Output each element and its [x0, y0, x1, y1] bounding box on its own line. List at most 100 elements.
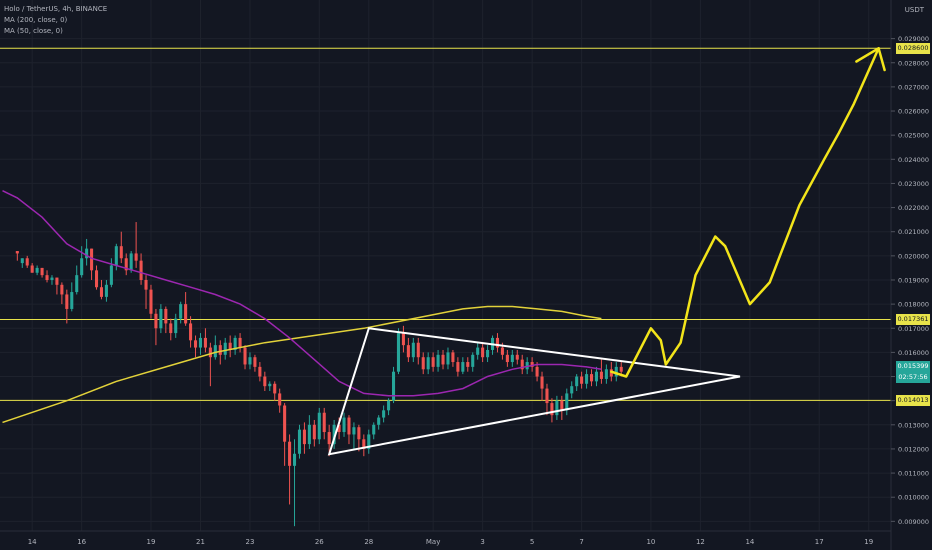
- candle-body: [144, 279, 148, 290]
- candle-body: [268, 383, 272, 387]
- candle-body: [258, 366, 262, 377]
- candle-body: [94, 270, 99, 288]
- candle-body: [174, 318, 178, 334]
- candle-body: [614, 366, 618, 377]
- candle-body: [198, 337, 203, 348]
- candle-body: [114, 246, 118, 266]
- candle-body: [387, 400, 391, 411]
- candle-body: [30, 265, 34, 273]
- price-tick-label: 0.029000: [898, 35, 929, 43]
- last-price-label: 0.015399: [896, 361, 930, 373]
- candle-body: [352, 427, 356, 435]
- price-tick-label: 0.020000: [898, 252, 929, 260]
- currency-label[interactable]: USDT: [904, 6, 924, 14]
- candle-body: [312, 424, 316, 440]
- time-tick-label: 14: [28, 538, 37, 546]
- price-tick-label: 0.018000: [898, 301, 929, 309]
- time-tick-label: May: [426, 538, 440, 546]
- candle-body: [401, 333, 405, 346]
- candle-body: [35, 267, 39, 273]
- candle-body: [599, 371, 603, 379]
- candle-body: [55, 277, 59, 285]
- symbol-title[interactable]: Holo / TetherUS, 4h, BINANCE: [4, 5, 108, 13]
- time-tick-label: 7: [579, 538, 583, 546]
- candle-body: [164, 308, 168, 324]
- candle-body: [15, 251, 19, 254]
- candle-body: [189, 323, 193, 341]
- candle-body: [545, 388, 549, 404]
- candle-body: [471, 354, 475, 367]
- candle-body: [585, 374, 589, 384]
- candle-body: [500, 347, 504, 355]
- candle-body: [382, 410, 386, 418]
- price-tick-label: 0.023000: [898, 180, 929, 188]
- triangle-pattern[interactable]: [327, 327, 741, 456]
- candle-body: [60, 284, 64, 295]
- price-tick-label: 0.024000: [898, 156, 929, 164]
- candle-body: [184, 304, 188, 324]
- candle-body: [243, 347, 247, 365]
- time-tick-label: 19: [147, 538, 156, 546]
- price-tick-label: 0.025000: [898, 132, 929, 140]
- candle-body: [540, 376, 544, 389]
- candle-body: [594, 371, 599, 382]
- candle-body: [70, 292, 74, 309]
- projection-path[interactable]: [610, 47, 880, 378]
- candle-body: [451, 352, 455, 363]
- level-price-label: 0.028600: [896, 42, 930, 54]
- candle-body: [337, 424, 341, 433]
- candle-body: [99, 287, 104, 297]
- candle-body: [495, 337, 500, 348]
- price-tick-label: 0.017000: [898, 325, 929, 333]
- price-tick-label: 0.027000: [898, 83, 929, 91]
- candle-body: [377, 417, 381, 425]
- candle-body: [461, 362, 465, 372]
- candle-body: [441, 354, 445, 365]
- candle-body: [109, 265, 113, 285]
- price-tick-label: 0.016000: [898, 349, 929, 357]
- candle-body: [80, 258, 84, 276]
- candle-body: [535, 366, 539, 377]
- time-axis[interactable]: 14 16 19 21 23 26 28 May 3 5 7 10 12 14 17 19: [28, 538, 873, 546]
- candle-countdown: 02:57:56: [896, 372, 930, 384]
- price-tick-label: 0.022000: [898, 204, 929, 212]
- candle-body: [263, 376, 267, 387]
- candle-body: [317, 412, 321, 440]
- ma50-line[interactable]: [2, 190, 602, 397]
- price-axis[interactable]: 0.029000 0.028000 0.027000 0.026000 0.025000…: [891, 35, 929, 526]
- level-price-label: 0.017361: [896, 314, 930, 326]
- candle-body: [223, 342, 227, 355]
- time-tick-label: 14: [745, 538, 754, 546]
- candle-body: [520, 359, 524, 370]
- price-tick-label: 0.019000: [898, 276, 929, 284]
- ma200-legend[interactable]: MA (200, close, 0): [4, 16, 68, 24]
- candle-body: [342, 417, 346, 433]
- time-tick-label: 21: [196, 538, 205, 546]
- moving-averages: [2, 190, 602, 424]
- time-tick-label: 3: [480, 538, 484, 546]
- candle-body: [476, 347, 480, 355]
- price-tick-label: 0.009000: [898, 518, 929, 526]
- candle-body: [297, 429, 302, 454]
- candle-body: [85, 248, 89, 259]
- candle-body: [307, 424, 311, 445]
- candle-body: [481, 347, 485, 358]
- candle-body: [203, 337, 207, 348]
- ma200-line[interactable]: [2, 305, 602, 424]
- candle-body: [233, 337, 237, 350]
- price-tick-label: 0.028000: [898, 59, 929, 67]
- candle-body: [238, 337, 242, 348]
- candle-body: [530, 362, 534, 367]
- candle-body: [515, 354, 519, 360]
- candle-body: [406, 345, 410, 358]
- candle-body: [372, 424, 376, 435]
- price-tick-label: 0.010000: [898, 494, 929, 502]
- candle-body: [560, 400, 564, 411]
- candle-body: [589, 374, 594, 382]
- candle-body: [45, 275, 49, 280]
- candle-body: [283, 405, 287, 442]
- candle-body: [505, 354, 509, 363]
- ma50-legend[interactable]: MA (50, close, 0): [4, 27, 63, 35]
- candle-body: [134, 253, 138, 261]
